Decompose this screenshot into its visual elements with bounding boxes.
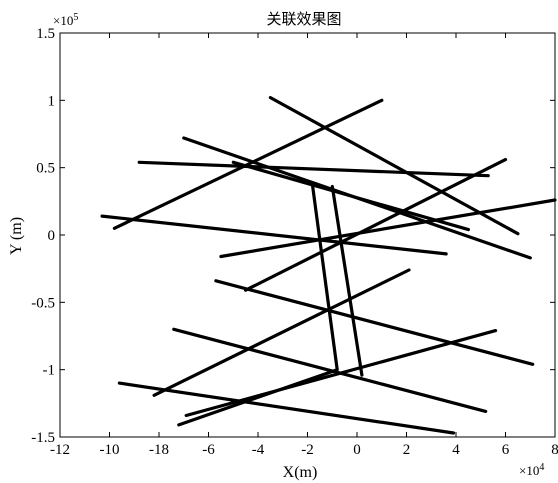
x-tick-label: 0 [353, 442, 361, 458]
x-tick-label: -2 [301, 442, 314, 458]
y-axis-title: Y (m) [8, 217, 25, 255]
y-tick-label: -1.5 [31, 430, 55, 446]
track-line-12 [214, 279, 535, 366]
x-tick-label: 4 [452, 442, 460, 458]
x-axis-title: X(m) [283, 464, 318, 481]
track-line-10 [330, 184, 364, 377]
y-multiplier: ×105 [53, 12, 78, 28]
track-line-2 [268, 95, 520, 236]
y-tick-label: -1 [43, 363, 56, 379]
y-axis-ticks: 1.5 1 0.5 0 -0.5 -1 -1.5 [31, 26, 555, 446]
x-tick-label: 6 [502, 442, 510, 458]
track-line-1 [112, 98, 384, 230]
y-tick-label: -0.5 [31, 295, 55, 311]
track-line-13 [172, 327, 488, 413]
x-tick-label: 2 [403, 442, 411, 458]
x-tick-label: -6 [202, 442, 215, 458]
track-line-11 [152, 268, 411, 397]
plot-area [59, 32, 556, 438]
chart-title: 关联效果图 [266, 10, 341, 28]
y-tick-label: 0 [48, 228, 56, 244]
series-layer [100, 95, 557, 435]
y-tick-label: 1.5 [36, 26, 55, 42]
x-multiplier: ×104 [519, 462, 544, 478]
track-line-6 [244, 158, 508, 292]
track-line-9 [177, 183, 339, 427]
x-tick-label: -4 [252, 442, 265, 458]
y-tick-label: 0.5 [36, 161, 55, 177]
track-line-15 [117, 381, 456, 435]
x-tick-label: -12 [50, 442, 70, 458]
svg-text:×105: ×105 [53, 12, 78, 28]
x-axis-ticks: -12 -10 -18 -6 -4 -2 0 2 4 6 8 [50, 33, 558, 458]
x-tick-label: -18 [149, 442, 169, 458]
x-tick-label: -10 [100, 442, 120, 458]
track-line-7 [219, 198, 557, 259]
y-tick-label: 1 [48, 93, 56, 109]
x-tick-label: 8 [551, 442, 558, 458]
track-line-8 [100, 214, 448, 256]
track-line-5 [231, 160, 470, 232]
track-line-4 [137, 160, 490, 178]
svg-text:×104: ×104 [519, 462, 544, 478]
